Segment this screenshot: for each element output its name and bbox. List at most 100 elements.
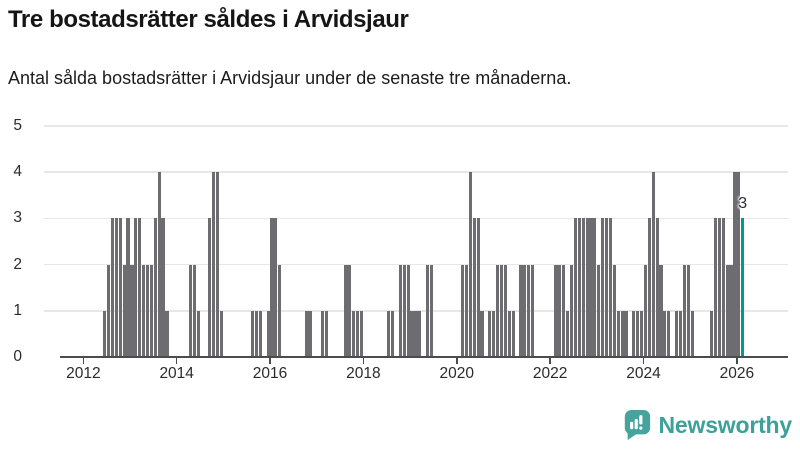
bar-2023-03 [604, 218, 609, 357]
bar-2013-07 [153, 218, 157, 357]
bar-2018-11 [402, 264, 406, 357]
bar-2024-04 [655, 218, 659, 357]
bar-2025-01 [690, 310, 694, 357]
bar-2021-01 [503, 264, 507, 357]
x-axis-label: 2024 [626, 365, 661, 382]
bar-2024-11 [682, 264, 686, 357]
bar-2020-09 [488, 310, 492, 357]
highlighted-bar-2026-02 [741, 218, 745, 357]
bar-2024-10 [678, 310, 683, 357]
x-axis-label: 2012 [66, 365, 101, 382]
x-axis-tick [642, 358, 645, 364]
chart-area: 0 1 2 3 4 5 2012 2014 2016 2018 2020 2022 2024 2026 3 [13, 117, 788, 382]
bar-2023-05 [612, 264, 616, 357]
bar-2023-08 [624, 310, 628, 357]
bar-2012-08 [110, 218, 115, 357]
bar-2020-12 [499, 264, 504, 357]
bar-2013-08 [157, 172, 161, 357]
bar-2021-02 [507, 310, 511, 357]
x-axis-tick [549, 358, 551, 364]
x-axis-tick [82, 358, 85, 364]
newsworthy-logo[interactable]: Newsworthy [622, 409, 792, 441]
bar-2013-06 [149, 264, 153, 357]
bar-2025-10 [725, 264, 729, 357]
bar-2014-10 [212, 172, 216, 357]
x-axis-label: 2022 [532, 365, 568, 382]
bar-2022-07 [573, 218, 578, 357]
bar-2020-05 [472, 218, 476, 357]
bar-2018-10 [398, 264, 402, 357]
newsworthy-logo-icon [624, 410, 650, 440]
bar-2014-04 [188, 264, 192, 357]
bar-2019-01 [410, 310, 414, 357]
bar-2021-05 [519, 264, 523, 357]
bar-2018-12 [406, 264, 410, 357]
bar-2024-09 [674, 310, 679, 357]
bar-2020-03 [464, 264, 469, 357]
bar-2022-06 [569, 264, 574, 357]
page-subtitle: Antal sålda bostadsrätter i Arvidsjaur u… [8, 68, 572, 88]
bar-2023-06 [616, 310, 620, 357]
bar-2023-11 [636, 310, 640, 357]
x-axis-line [60, 356, 788, 358]
newsworthy-logo-text: Newsworthy [658, 411, 793, 438]
bar-2020-06 [476, 218, 480, 357]
bar-2024-02 [647, 218, 651, 357]
bar-2020-02 [461, 264, 465, 357]
bar-2024-07 [667, 310, 671, 357]
bar-2016-02 [274, 218, 278, 357]
x-axis-label: 2018 [346, 365, 381, 382]
x-axis-tick [269, 358, 271, 364]
bar-2013-05 [145, 264, 150, 357]
bar-2023-12 [639, 310, 644, 357]
bar-2019-06 [429, 264, 434, 357]
bar-2022-10 [585, 218, 589, 357]
bar-2013-03 [138, 218, 142, 357]
bar-2022-08 [577, 218, 581, 357]
x-axis-label: 2020 [439, 365, 474, 382]
bar-2013-10 [165, 310, 169, 357]
bar-2014-06 [196, 310, 200, 357]
bar-2024-01 [643, 264, 648, 357]
gridline [44, 217, 788, 220]
bar-2023-10 [632, 310, 636, 357]
bar-2018-08 [391, 310, 395, 357]
x-axis-tick [736, 358, 738, 364]
x-axis-label: 2016 [252, 365, 288, 382]
bar-2023-02 [601, 218, 605, 357]
bar-2017-03 [324, 310, 329, 357]
bar-2017-12 [359, 310, 364, 357]
bar-2021-06 [523, 264, 527, 357]
bar-2014-12 [219, 310, 224, 357]
bar-2022-02 [554, 264, 558, 357]
bar-2023-01 [597, 264, 601, 357]
bar-2016-03 [278, 264, 282, 357]
bar-2012-09 [114, 218, 118, 357]
bar-2013-04 [142, 264, 146, 357]
bar-2017-11 [355, 310, 360, 357]
bar-2023-07 [620, 310, 624, 357]
bar-2026-01 [737, 172, 741, 357]
bar-2020-10 [492, 310, 496, 357]
bar-2017-10 [352, 310, 356, 357]
bar-2022-04 [562, 264, 566, 357]
bar-2017-02 [320, 310, 325, 357]
bar-2024-06 [663, 310, 667, 357]
end-value-label: 3 [738, 195, 748, 213]
bar-2025-11 [729, 264, 733, 357]
bar-2012-07 [107, 264, 111, 357]
bar-2012-06 [103, 310, 107, 357]
bar-2022-09 [581, 218, 585, 357]
bar-2023-04 [608, 218, 613, 357]
gridline [44, 171, 788, 173]
bar-2021-07 [527, 264, 531, 357]
bar-2025-06 [709, 310, 714, 357]
y-axis-label: 3 [13, 209, 22, 227]
bar-2014-05 [192, 264, 196, 357]
bar-2024-05 [659, 264, 663, 357]
bar-2024-12 [686, 264, 690, 357]
bar-2025-09 [721, 218, 725, 357]
y-axis-label: 0 [13, 348, 22, 365]
bar-2015-09 [254, 310, 259, 357]
